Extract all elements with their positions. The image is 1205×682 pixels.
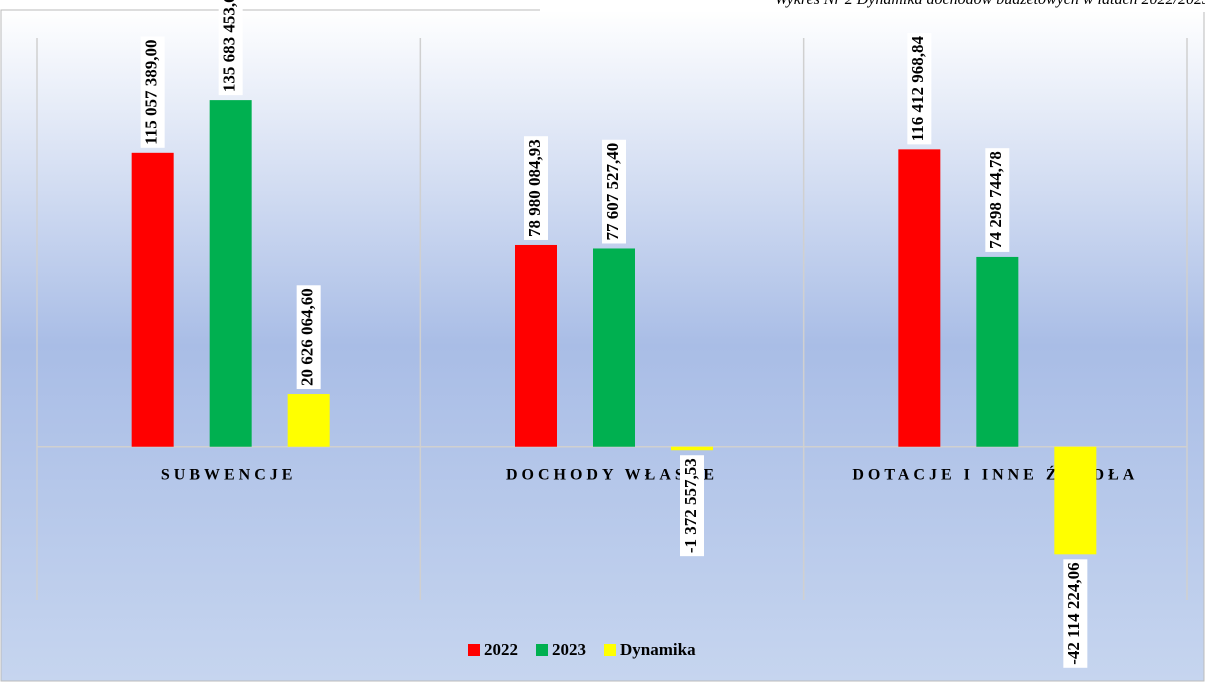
bar bbox=[131, 152, 174, 447]
data-label: 116 412 968,84 bbox=[908, 36, 927, 142]
legend-label: Dynamika bbox=[620, 640, 696, 659]
data-label-background bbox=[985, 148, 1010, 252]
data-label-background bbox=[680, 455, 704, 557]
data-label-background bbox=[1063, 559, 1088, 668]
data-label-background bbox=[296, 285, 321, 390]
x-tick-label: SUBWENCJE bbox=[161, 467, 297, 484]
data-label: 115 057 389,00 bbox=[142, 39, 161, 144]
bar bbox=[671, 446, 713, 451]
data-label: 135 683 453,60 bbox=[220, 0, 239, 92]
data-label-background bbox=[907, 33, 932, 145]
bar bbox=[1054, 446, 1097, 555]
bar bbox=[898, 149, 941, 447]
legend-swatch bbox=[604, 644, 616, 656]
data-label: 77 607 527,40 bbox=[603, 143, 622, 241]
legend-label: 2023 bbox=[552, 640, 586, 659]
title-background bbox=[540, 0, 1205, 12]
bar bbox=[287, 394, 330, 447]
data-label: 78 980 084,93 bbox=[525, 139, 544, 237]
data-label: 74 298 744,78 bbox=[986, 151, 1005, 249]
legend-swatch bbox=[468, 644, 480, 656]
x-tick-label: DOCHODY WŁASNE bbox=[506, 467, 718, 484]
bar bbox=[515, 244, 557, 447]
data-label-background bbox=[218, 0, 243, 96]
legend-label: 2022 bbox=[484, 640, 518, 659]
chart-title: Wykres Nr 2 Dynamika dochodów budżetowyc… bbox=[775, 0, 1205, 8]
legend-swatch bbox=[536, 644, 548, 656]
bar bbox=[976, 256, 1019, 447]
data-label: 20 626 064,60 bbox=[298, 288, 317, 386]
bar bbox=[209, 100, 252, 447]
bar bbox=[593, 248, 635, 447]
data-label-background bbox=[602, 139, 626, 244]
data-label: -42 114 224,06 bbox=[1064, 562, 1083, 664]
data-label-background bbox=[524, 136, 548, 240]
data-label: -1 372 557,53 bbox=[681, 458, 700, 553]
data-label-background bbox=[140, 36, 165, 148]
